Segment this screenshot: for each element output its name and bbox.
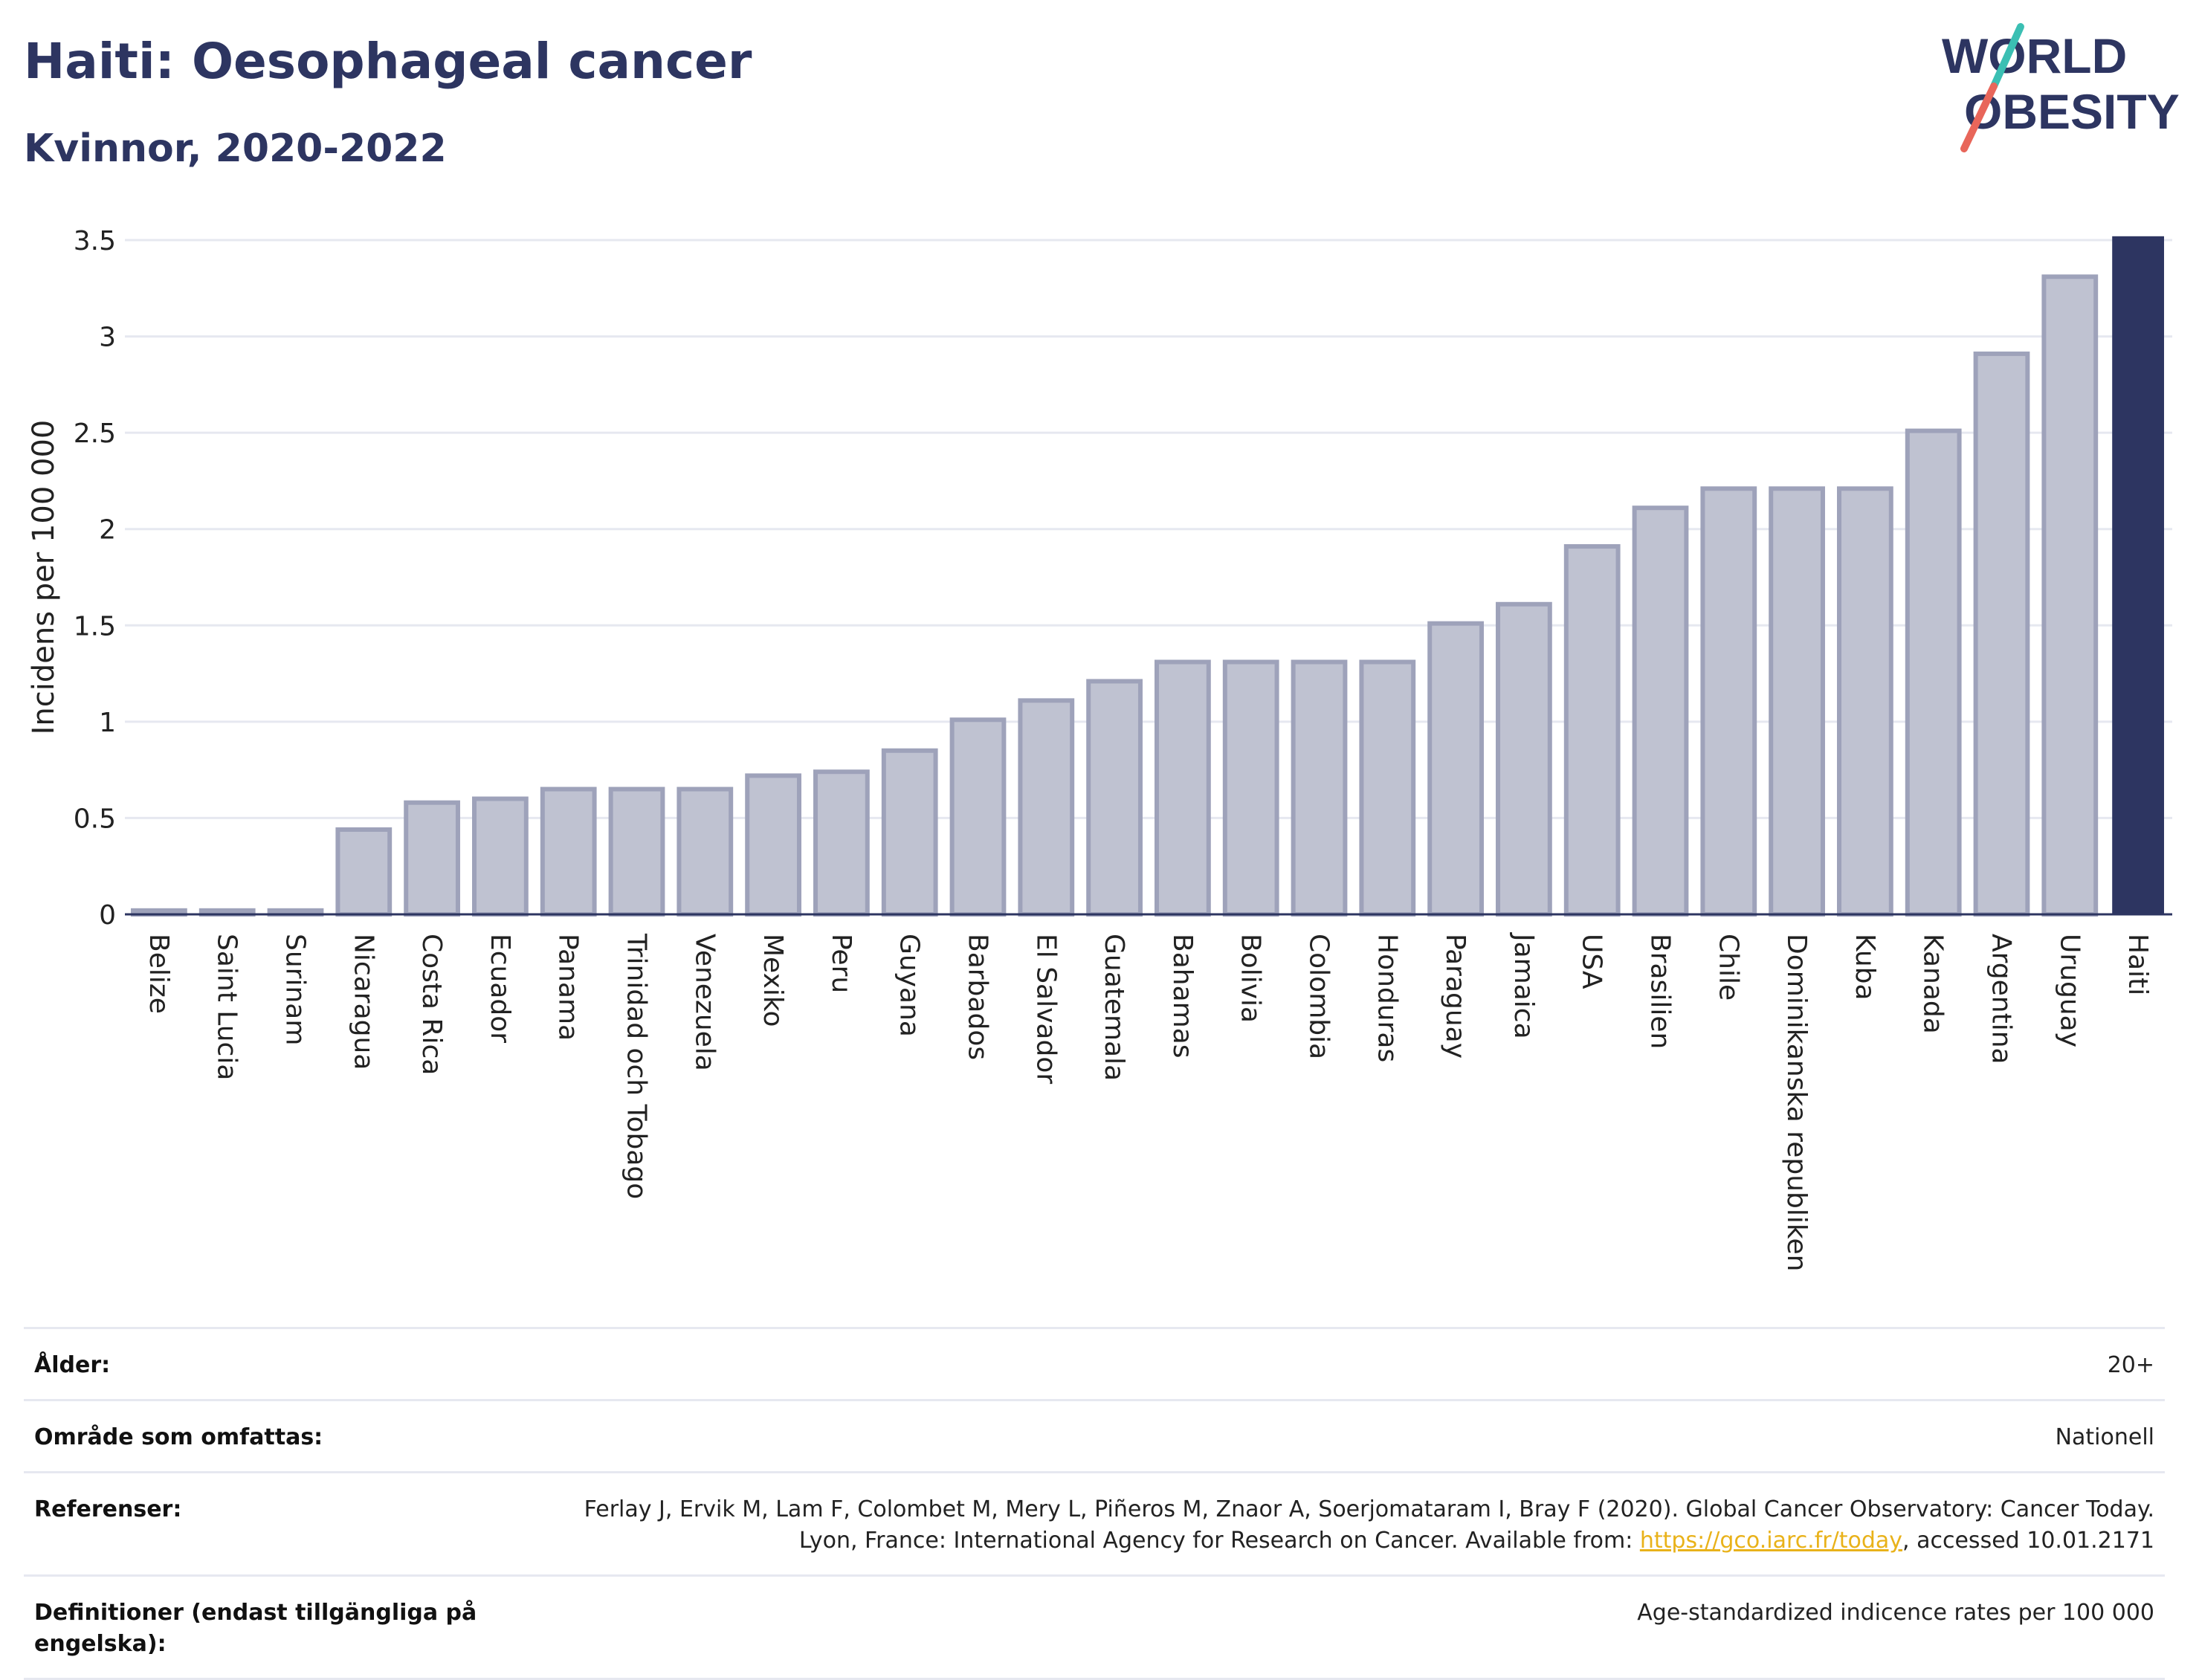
meta-value-definitions: Age-standardized indicence rates per 100…	[1637, 1600, 2154, 1626]
bar-bahamas	[1155, 659, 1211, 917]
bar-chile	[1700, 486, 1757, 917]
x-tick-label: Paraguay	[1440, 934, 1470, 1059]
y-tick-label: 0	[99, 900, 116, 931]
x-tick-label: Panama	[553, 934, 584, 1041]
x-tick-label: Ecuador	[485, 934, 515, 1043]
bar-panama	[540, 786, 597, 917]
x-tick-label: Dominikanska republiken	[1781, 934, 1812, 1271]
x-tick-label: Colombia	[1304, 934, 1334, 1059]
bar-ecuador	[472, 796, 529, 917]
meta-label-coverage: Område som omfattas:	[34, 1424, 323, 1450]
x-tick-label: Jamaica	[1508, 932, 1539, 1039]
x-tick-label: Guatemala	[1099, 934, 1129, 1081]
bar-haiti	[2112, 236, 2164, 914]
meta-row-age: Ålder: 20+	[24, 1327, 2165, 1399]
bar-barbados	[949, 717, 1007, 917]
y-tick-label: 1	[99, 708, 116, 738]
bar-colombia	[1291, 659, 1348, 917]
bar-costa-rica	[404, 800, 460, 917]
bar-venezuela	[677, 786, 734, 917]
bar-chart: 0 0.5 1 1.5 2 2.5 3 3.5 Belize Saint Lucia Surina…	[27, 226, 2172, 1271]
meta-row-coverage: Område som omfattas: Nationell	[24, 1399, 2165, 1471]
meta-label-definitions: Definitioner (endast tillgängliga på eng…	[34, 1600, 477, 1657]
x-axis-labels: Belize Saint Lucia Surinam Nicaragua Costa R…	[143, 932, 2153, 1271]
bar-guatemala	[1086, 679, 1143, 917]
x-tick-label: Uruguay	[2054, 934, 2085, 1047]
x-tick-label: Kuba	[1850, 934, 1880, 1001]
bar-el-salvador	[1018, 698, 1075, 917]
chart-subtitle: Kvinnor, 2020-2022	[24, 126, 447, 171]
meta-value-coverage: Nationell	[2055, 1424, 2154, 1450]
bar-guyana	[881, 748, 938, 917]
bar-paraguay	[1427, 621, 1484, 917]
meta-row-references: Referenser: Ferlay J, Ervik M, Lam F, Co…	[24, 1471, 2165, 1574]
bar-kuba	[1837, 486, 1893, 917]
x-tick-label: Trinidad och Tobago	[621, 933, 652, 1199]
bar-kanada	[1905, 428, 1962, 917]
x-tick-label: Saint Lucia	[212, 934, 242, 1080]
bar-brasilien	[1632, 505, 1689, 917]
bar-usa	[1563, 544, 1621, 917]
x-tick-label: Peru	[826, 934, 856, 993]
x-tick-label: Bahamas	[1167, 934, 1198, 1059]
x-tick-label: Mexiko	[758, 934, 788, 1027]
bar-argentina	[1973, 351, 2030, 917]
y-axis-label: Incidens per 100 000	[27, 420, 61, 735]
y-tick-label: 0.5	[74, 804, 116, 834]
x-tick-label: USA	[1577, 934, 1607, 989]
metadata-table: Ålder: 20+ Område som omfattas: Nationel…	[24, 1327, 2165, 1680]
x-tick-label: Belize	[143, 934, 174, 1014]
x-tick-label: Barbados	[963, 934, 993, 1060]
x-tick-label: Surinam	[280, 934, 311, 1045]
x-tick-label: Chile	[1713, 934, 1743, 1001]
x-tick-label: Argentina	[1986, 934, 2017, 1064]
x-tick-label: Venezuela	[689, 934, 720, 1071]
x-tick-label: Costa Rica	[416, 934, 447, 1075]
bar-dominikanska-republiken	[1769, 486, 1825, 917]
meta-row-definitions: Definitioner (endast tillgängliga på eng…	[24, 1574, 2165, 1680]
logo-slash-coral	[1960, 83, 1998, 152]
x-tick-label: Brasilien	[1645, 934, 1676, 1049]
bar-honduras	[1359, 659, 1416, 917]
y-tick-label: 3	[99, 323, 116, 353]
x-tick-label: Guyana	[894, 934, 925, 1037]
x-tick-label: Bolivia	[1236, 934, 1266, 1023]
bars	[131, 236, 2164, 917]
meta-label-age: Ålder:	[34, 1352, 111, 1378]
reference-link[interactable]: https://gco.iarc.fr/today	[1639, 1528, 1903, 1554]
y-tick-label: 2.5	[74, 419, 116, 449]
x-tick-label: Honduras	[1372, 934, 1402, 1062]
chart-title: Haiti: Oesophageal cancer	[24, 33, 752, 90]
bar-nicaragua	[335, 827, 393, 917]
bar-mexiko	[745, 773, 801, 917]
world-obesity-logo: WORLD OBESITY	[1942, 23, 2180, 152]
y-tick-label: 2	[99, 515, 116, 546]
x-tick-label: El Salvador	[1030, 934, 1061, 1084]
logo-line-2: OBESITY	[1964, 84, 2180, 139]
meta-value-age: 20+	[2107, 1352, 2154, 1378]
bar-peru	[813, 769, 870, 917]
logo-slash-teal	[1990, 23, 2024, 90]
bar-jamaica	[1496, 601, 1552, 917]
x-tick-label: Haiti	[2122, 934, 2153, 995]
y-tick-label: 1.5	[74, 611, 116, 642]
bar-bolivia	[1222, 659, 1279, 917]
meta-value-references: Ferlay J, Ervik M, Lam F, Colombet M, Me…	[534, 1494, 2154, 1557]
y-axis-ticks: 0 0.5 1 1.5 2 2.5 3 3.5	[74, 226, 116, 931]
bar-uruguay	[2041, 274, 2099, 917]
meta-label-references: Referenser:	[34, 1496, 182, 1522]
logo-line-1: WORLD	[1942, 28, 2127, 83]
bar-trinidad-och-tobago	[608, 786, 665, 917]
y-tick-label: 3.5	[74, 226, 116, 256]
x-tick-label: Kanada	[1918, 934, 1948, 1034]
reference-accessed: , accessed 10.01.2171	[1902, 1528, 2154, 1554]
x-tick-label: Nicaragua	[348, 934, 378, 1070]
reference-text: Ferlay J, Ervik M, Lam F, Colombet M, Me…	[584, 1496, 2154, 1554]
